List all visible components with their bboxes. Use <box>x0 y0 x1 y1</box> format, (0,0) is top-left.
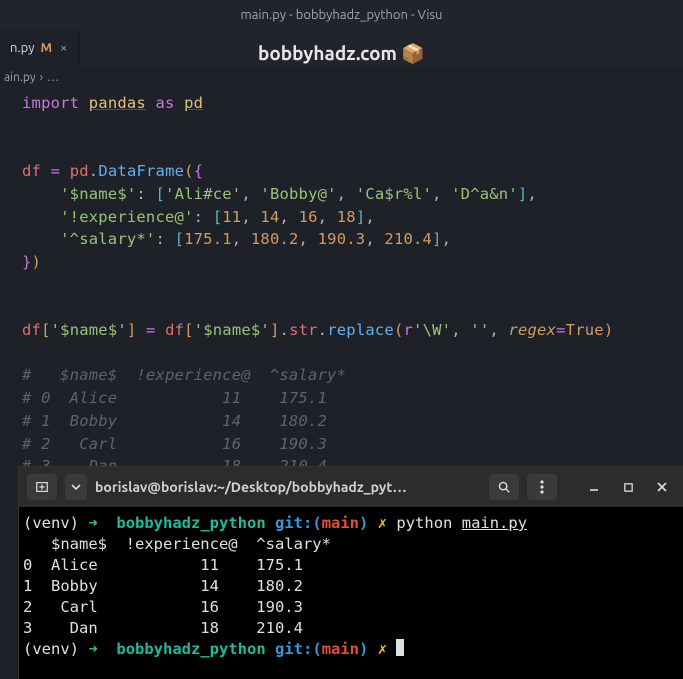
search-button[interactable] <box>489 474 519 500</box>
search-icon <box>497 480 511 494</box>
prompt-arrow: ➜ <box>88 514 97 532</box>
op-assign: = <box>146 321 156 339</box>
breadcrumb-file[interactable]: ain.py <box>4 71 36 84</box>
breadcrumb[interactable]: ain.py › … <box>0 66 683 88</box>
terminal-titlebar: borislav@borislav:~/Desktop/bobbyhadz_py… <box>19 467 683 507</box>
list-item: 14 <box>260 208 279 226</box>
comment-line: # 1 Bobby 14 180.2 <box>22 412 327 430</box>
window-title: main.py - bobbyhadz_python - Visu <box>241 8 443 22</box>
terminal-cursor <box>396 639 404 656</box>
var-df: df <box>165 321 184 339</box>
dict-key-exp: '!experience@' <box>60 208 193 226</box>
op-assign: = <box>51 162 61 180</box>
list-item: 210.4 <box>384 230 432 248</box>
tab-bar: n.py M × <box>0 30 683 66</box>
list-item: 175.1 <box>184 230 232 248</box>
prompt-dir: bobbyhadz_python <box>116 640 265 658</box>
terminal-plus-icon <box>35 480 49 494</box>
prompt-venv: (venv) <box>23 640 79 658</box>
empty-string: '' <box>470 321 489 339</box>
output-line: 0 Alice 11 175.1 <box>23 556 303 574</box>
tab-filename: n.py <box>10 41 34 55</box>
attr-str: str <box>289 321 318 339</box>
raw-prefix: r <box>404 321 414 339</box>
comment-line: # 2 Carl 16 190.3 <box>22 435 327 453</box>
module-pandas: pandas <box>89 94 146 112</box>
minimize-icon <box>588 481 600 493</box>
prompt-arrow: ➜ <box>88 640 97 658</box>
paren: ( <box>184 162 194 180</box>
new-tab-button[interactable] <box>27 474 57 500</box>
list-item: 'Ca$r%l' <box>356 185 432 203</box>
close-button[interactable] <box>649 476 675 498</box>
cmd-python: python <box>396 514 452 532</box>
prompt-git: git:( <box>275 640 322 658</box>
output-line: 2 Carl 16 190.3 <box>23 598 303 616</box>
prompt-dirty-icon: ✗ <box>378 640 387 658</box>
prompt-dirty-icon: ✗ <box>378 514 387 532</box>
list-item: 190.3 <box>318 230 366 248</box>
minimize-button[interactable] <box>581 476 607 498</box>
breadcrumb-separator: › <box>40 71 43 84</box>
code-editor[interactable]: import pandas as pd df = pd.DataFrame({ … <box>0 88 683 505</box>
brace: { <box>194 162 204 180</box>
terminal-title: borislav@borislav:~/Desktop/bobbyhadz_py… <box>95 479 481 495</box>
breadcrumb-more[interactable]: … <box>47 71 59 84</box>
prompt-branch: main <box>322 640 359 658</box>
prompt-git-close: ) <box>359 514 368 532</box>
prompt-git-close: ) <box>359 640 368 658</box>
output-line: 3 Dan 18 210.4 <box>23 619 303 637</box>
maximize-icon <box>623 482 634 493</box>
window-titlebar: main.py - bobbyhadz_python - Visu <box>0 0 683 30</box>
comment-line: # $name$ !experience@ ^salary* <box>22 366 346 384</box>
close-icon <box>656 481 668 493</box>
ref-pd: pd <box>70 162 89 180</box>
prompt-git: git:( <box>275 514 322 532</box>
list-item: 16 <box>299 208 318 226</box>
alias-pd: pd <box>184 94 203 112</box>
tab-dropdown-button[interactable] <box>65 474 87 500</box>
regex-pattern: '\W' <box>413 321 451 339</box>
editor-tab-main[interactable]: n.py M × <box>0 30 80 66</box>
kebab-menu-icon <box>540 480 544 494</box>
kwarg-regex: regex <box>508 321 556 339</box>
call-dataframe: DataFrame <box>98 162 184 180</box>
output-line: 1 Bobby 14 180.2 <box>23 577 303 595</box>
keyword-as: as <box>156 94 175 112</box>
dict-key-name: '$name$' <box>60 185 136 203</box>
dot: . <box>89 162 99 180</box>
maximize-button[interactable] <box>615 476 641 498</box>
index-key: '$name$' <box>194 321 270 339</box>
list-item: 180.2 <box>251 230 299 248</box>
list-item: 'Bobby@' <box>260 185 336 203</box>
index-key: '$name$' <box>51 321 127 339</box>
call-replace: replace <box>327 321 394 339</box>
menu-button[interactable] <box>527 474 557 500</box>
list-item: 'D^a&n' <box>451 185 518 203</box>
var-df: df <box>22 162 41 180</box>
prompt-dir: bobbyhadz_python <box>116 514 265 532</box>
keyword-import: import <box>22 94 79 112</box>
list-item: 18 <box>337 208 356 226</box>
var-df: df <box>22 321 41 339</box>
prompt-branch: main <box>322 514 359 532</box>
comment-line: # 0 Alice 11 175.1 <box>22 389 327 407</box>
cmd-arg: main.py <box>462 514 527 532</box>
output-line: $name$ !experience@ ^salary* <box>23 535 331 553</box>
terminal-output[interactable]: (venv) ➜ bobbyhadz_python git:(main) ✗ p… <box>19 507 683 666</box>
list-item: 'Ali#ce' <box>165 185 241 203</box>
tab-modified-badge: M <box>40 41 52 55</box>
terminal-panel: borislav@borislav:~/Desktop/bobbyhadz_py… <box>18 466 683 679</box>
tab-close-icon[interactable]: × <box>58 41 69 55</box>
prompt-venv: (venv) <box>23 514 79 532</box>
chevron-down-icon <box>71 482 81 492</box>
const-true: True <box>566 321 604 339</box>
list-item: 11 <box>222 208 241 226</box>
dict-key-sal: '^salary*' <box>60 230 155 248</box>
